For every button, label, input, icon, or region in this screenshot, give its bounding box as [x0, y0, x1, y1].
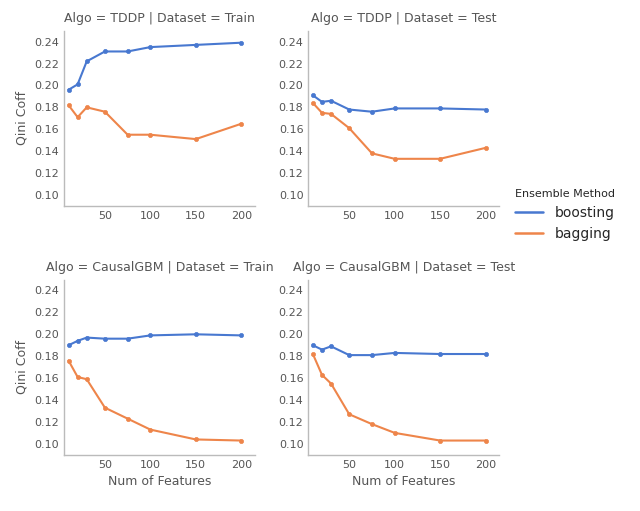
bagging	[436, 156, 444, 162]
Title: Algo = CausalGBM | Dataset = Train: Algo = CausalGBM | Dataset = Train	[45, 261, 273, 274]
boosting	[83, 58, 91, 64]
bagging	[192, 436, 200, 443]
bagging	[101, 405, 109, 411]
bagging	[346, 411, 353, 417]
bagging	[391, 430, 399, 436]
bagging	[83, 104, 91, 110]
boosting	[237, 40, 245, 46]
bagging	[74, 114, 81, 120]
bagging	[124, 132, 131, 138]
bagging	[368, 150, 376, 156]
bagging	[327, 381, 335, 387]
boosting	[346, 106, 353, 112]
Line: bagging: bagging	[311, 101, 488, 161]
bagging	[147, 132, 154, 138]
boosting	[237, 332, 245, 338]
boosting	[482, 351, 490, 357]
Line: boosting: boosting	[67, 332, 243, 347]
bagging	[309, 100, 317, 106]
bagging	[237, 121, 245, 127]
X-axis label: Num of Features: Num of Features	[352, 475, 456, 488]
Line: bagging: bagging	[67, 103, 243, 141]
boosting	[368, 352, 376, 358]
boosting	[124, 49, 131, 55]
bagging	[65, 102, 72, 108]
bagging	[309, 351, 317, 357]
bagging	[482, 437, 490, 444]
Y-axis label: Qini Coff: Qini Coff	[16, 91, 29, 145]
bagging	[391, 156, 399, 162]
boosting	[309, 92, 317, 98]
bagging	[318, 110, 326, 116]
bagging	[318, 372, 326, 378]
boosting	[391, 105, 399, 111]
boosting	[346, 352, 353, 358]
boosting	[101, 49, 109, 55]
Title: Algo = TDDP | Dataset = Train: Algo = TDDP | Dataset = Train	[64, 12, 255, 26]
boosting	[147, 44, 154, 50]
boosting	[101, 336, 109, 342]
boosting	[74, 338, 81, 344]
Title: Algo = CausalGBM | Dataset = Test: Algo = CausalGBM | Dataset = Test	[292, 261, 515, 274]
boosting	[368, 109, 376, 115]
boosting	[327, 343, 335, 350]
boosting	[65, 87, 72, 93]
bagging	[327, 111, 335, 117]
boosting	[482, 106, 490, 112]
bagging	[101, 109, 109, 115]
Line: bagging: bagging	[311, 352, 488, 443]
boosting	[65, 342, 72, 349]
Line: bagging: bagging	[67, 359, 243, 443]
boosting	[147, 332, 154, 338]
Y-axis label: Qini Coff: Qini Coff	[16, 340, 29, 394]
boosting	[309, 342, 317, 349]
Legend: boosting, bagging: boosting, bagging	[509, 183, 620, 246]
boosting	[83, 335, 91, 341]
Title: Algo = TDDP | Dataset = Test: Algo = TDDP | Dataset = Test	[311, 12, 497, 26]
bagging	[74, 374, 81, 380]
bagging	[436, 437, 444, 444]
Line: boosting: boosting	[311, 93, 488, 114]
Line: boosting: boosting	[311, 343, 488, 357]
boosting	[436, 351, 444, 357]
boosting	[318, 99, 326, 105]
bagging	[368, 421, 376, 427]
boosting	[74, 81, 81, 87]
X-axis label: Num of Features: Num of Features	[108, 475, 211, 488]
bagging	[482, 145, 490, 151]
boosting	[436, 105, 444, 111]
boosting	[327, 98, 335, 104]
bagging	[237, 437, 245, 444]
boosting	[318, 346, 326, 353]
bagging	[147, 427, 154, 433]
boosting	[391, 350, 399, 356]
bagging	[65, 358, 72, 364]
bagging	[124, 415, 131, 422]
boosting	[192, 331, 200, 337]
bagging	[83, 376, 91, 382]
boosting	[192, 42, 200, 48]
Line: boosting: boosting	[67, 41, 243, 92]
bagging	[346, 125, 353, 131]
boosting	[124, 336, 131, 342]
bagging	[192, 136, 200, 142]
